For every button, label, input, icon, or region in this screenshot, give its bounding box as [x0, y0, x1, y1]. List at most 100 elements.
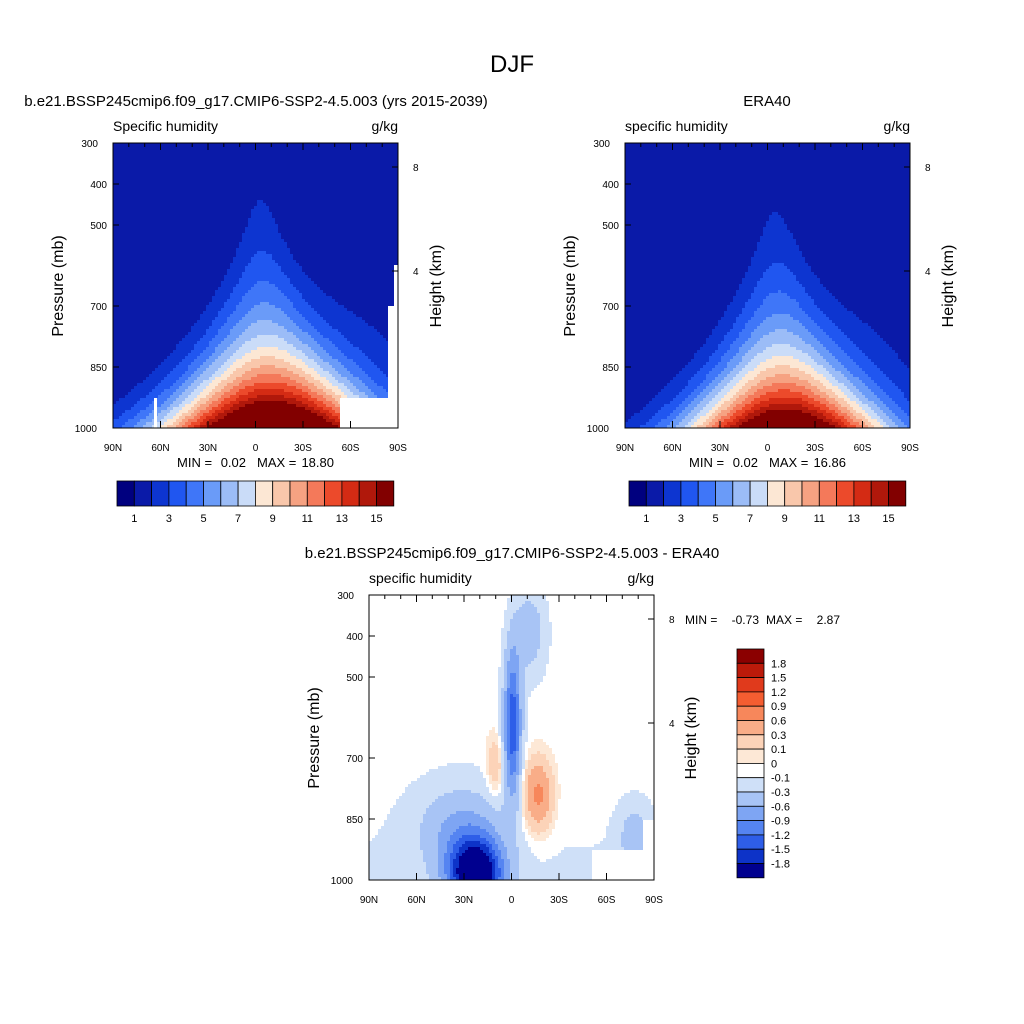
humidity-cell: [188, 263, 192, 267]
humidity-cell: [278, 185, 282, 189]
humidity-cell: [353, 212, 357, 216]
humidity-cell: [257, 269, 261, 273]
humidity-cell: [209, 224, 213, 228]
humidity-cell: [326, 257, 330, 261]
humidity-cell: [308, 287, 312, 291]
humidity-cell: [224, 251, 228, 255]
humidity-cell: [212, 245, 216, 249]
humidity-cell: [374, 269, 378, 273]
humidity-cell: [215, 176, 219, 180]
humidity-cell: [152, 254, 156, 258]
humidity-cell: [377, 209, 381, 213]
humidity-cell: [260, 260, 264, 264]
humidity-cell: [230, 218, 234, 222]
humidity-cell: [128, 158, 132, 162]
humidity-cell: [350, 218, 354, 222]
humidity-cell: [365, 146, 369, 150]
humidity-cell: [239, 248, 243, 252]
humidity-cell: [350, 251, 354, 255]
humidity-cell: [176, 290, 180, 294]
humidity-cell: [161, 290, 165, 294]
humidity-cell: [212, 197, 216, 201]
humidity-cell: [125, 227, 129, 231]
humidity-cell: [230, 212, 234, 216]
humidity-cell: [149, 278, 153, 282]
humidity-cell: [266, 176, 270, 180]
humidity-cell: [302, 269, 306, 273]
humidity-cell: [338, 251, 342, 255]
humidity-cell: [161, 260, 165, 264]
humidity-cell: [284, 239, 288, 243]
humidity-cell: [356, 203, 360, 207]
humidity-cell: [158, 269, 162, 273]
humidity-cell: [146, 179, 150, 183]
humidity-cell: [329, 164, 333, 168]
humidity-cell: [182, 233, 186, 237]
humidity-cell: [269, 284, 273, 288]
humidity-cell: [326, 158, 330, 162]
humidity-cell: [281, 254, 285, 258]
humidity-cell: [188, 215, 192, 219]
humidity-cell: [332, 191, 336, 195]
humidity-cell: [173, 182, 177, 186]
humidity-cell: [305, 263, 309, 267]
humidity-cell: [284, 152, 288, 156]
humidity-cell: [386, 287, 390, 291]
humidity-cell: [203, 143, 207, 147]
humidity-cell: [278, 155, 282, 159]
humidity-cell: [116, 224, 120, 228]
humidity-cell: [116, 233, 120, 237]
humidity-cell: [350, 185, 354, 189]
humidity-cell: [323, 188, 327, 192]
humidity-cell: [134, 158, 138, 162]
humidity-cell: [164, 293, 168, 297]
humidity-cell: [308, 266, 312, 270]
humidity-cell: [197, 239, 201, 243]
humidity-cell: [326, 275, 330, 279]
humidity-cell: [167, 185, 171, 189]
humidity-cell: [233, 203, 237, 207]
humidity-cell: [353, 239, 357, 243]
humidity-cell: [362, 293, 366, 297]
humidity-cell: [143, 263, 147, 267]
humidity-cell: [254, 200, 258, 204]
humidity-cell: [131, 284, 135, 288]
humidity-cell: [260, 299, 264, 303]
humidity-cell: [227, 230, 231, 234]
humidity-cell: [368, 161, 372, 165]
humidity-cell: [359, 236, 363, 240]
humidity-cell: [338, 269, 342, 273]
humidity-cell: [155, 257, 159, 261]
humidity-cell: [305, 257, 309, 261]
humidity-cell: [194, 266, 198, 270]
humidity-cell: [185, 221, 189, 225]
humidity-cell: [314, 149, 318, 153]
humidity-cell: [365, 218, 369, 222]
humidity-cell: [251, 197, 255, 201]
humidity-cell: [257, 146, 261, 150]
humidity-cell: [293, 266, 297, 270]
humidity-cell: [359, 245, 363, 249]
humidity-cell: [371, 230, 375, 234]
humidity-cell: [314, 275, 318, 279]
humidity-cell: [329, 170, 333, 174]
humidity-cell: [137, 254, 141, 258]
humidity-cell: [245, 170, 249, 174]
humidity-cell: [176, 257, 180, 261]
humidity-cell: [125, 260, 129, 264]
humidity-cell: [296, 182, 300, 186]
humidity-cell: [377, 149, 381, 153]
humidity-cell: [314, 233, 318, 237]
humidity-cell: [128, 239, 132, 243]
humidity-cell: [161, 266, 165, 270]
humidity-cell: [140, 233, 144, 237]
humidity-cell: [290, 266, 294, 270]
humidity-cell: [239, 254, 243, 258]
humidity-cell: [236, 176, 240, 180]
humidity-cell: [365, 248, 369, 252]
humidity-cell: [269, 239, 273, 243]
humidity-cell: [263, 191, 267, 195]
humidity-cell: [128, 203, 132, 207]
humidity-cell: [230, 257, 234, 261]
humidity-cell: [203, 266, 207, 270]
